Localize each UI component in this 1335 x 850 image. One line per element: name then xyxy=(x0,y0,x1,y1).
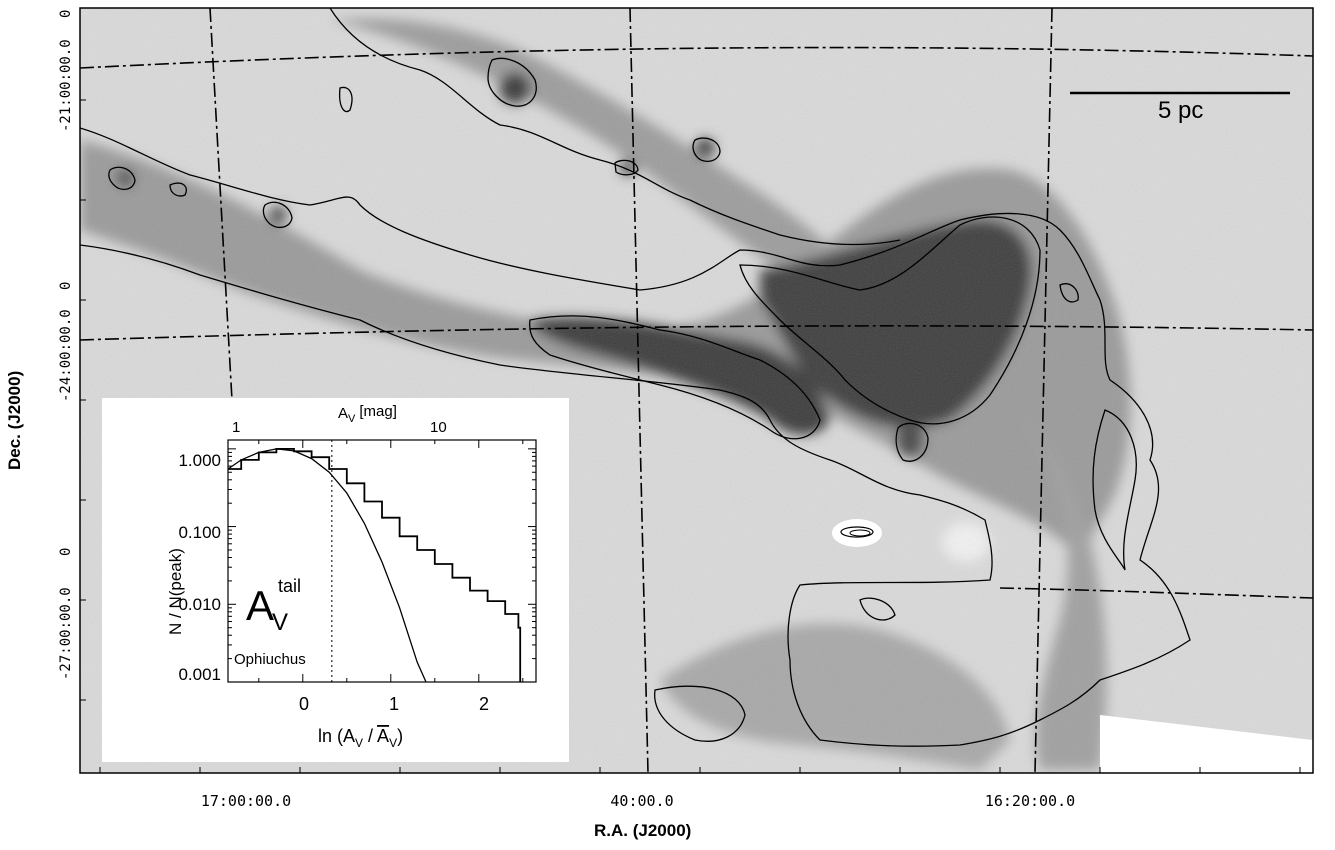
map-frame xyxy=(79,7,1314,774)
y-tick-1: 1.000 xyxy=(178,451,221,470)
top-tick-10: 10 xyxy=(430,419,447,436)
dec-tick-24: -24:00:00.0 xyxy=(58,309,74,402)
dec-tick-21: -21:00:00.0 xyxy=(58,39,74,132)
inset-axis-ticks xyxy=(228,440,536,683)
coordinate-grid xyxy=(80,8,1313,773)
scale-bar-label: 5 pc xyxy=(1158,97,1203,124)
top-axis-label: AV [mag] xyxy=(338,403,397,425)
ra-axis-label: R.A. (J2000) xyxy=(594,821,691,840)
x-tick-1: 1 xyxy=(389,694,399,714)
blank-region xyxy=(1100,715,1313,773)
ra-tick-17h: 17:00:00.0 xyxy=(201,792,291,810)
inset-x-label: ln (AV / AV) xyxy=(318,726,403,750)
extinction-contours xyxy=(80,8,1191,747)
dec-tick-mid: 0 xyxy=(58,282,74,290)
dec-tick-low: 0 xyxy=(58,548,74,556)
lognormal-fit-line xyxy=(227,448,427,683)
y-tick-0p01: 0.010 xyxy=(178,595,221,614)
dec-axis-label: Dec. (J2000) xyxy=(5,371,24,470)
dec-tick-27: -27:00:00.0 xyxy=(58,587,74,680)
y-tick-0p001: 0.001 xyxy=(178,665,221,684)
ra-tick-16h20: 16:20:00.0 xyxy=(985,792,1075,810)
top-tick-1: 1 xyxy=(232,419,240,436)
frame-ticks xyxy=(80,99,1301,773)
y-tick-0p1: 0.100 xyxy=(178,523,221,542)
inset-y-label: N / N(peak) xyxy=(166,548,185,635)
region-label: Ophiuchus xyxy=(234,651,306,668)
tail-annotation: AVtail xyxy=(246,576,301,636)
inset-histogram: 1 10 AV [mag] 1.000 0.100 0.010 0.001 0 1… xyxy=(102,398,569,762)
ra-tick-40m: 40:00.0 xyxy=(610,792,673,810)
dec-tick-top: 0 xyxy=(58,10,74,18)
x-tick-0: 0 xyxy=(299,694,309,714)
x-tick-2: 2 xyxy=(479,694,489,714)
masked-source xyxy=(832,519,882,547)
